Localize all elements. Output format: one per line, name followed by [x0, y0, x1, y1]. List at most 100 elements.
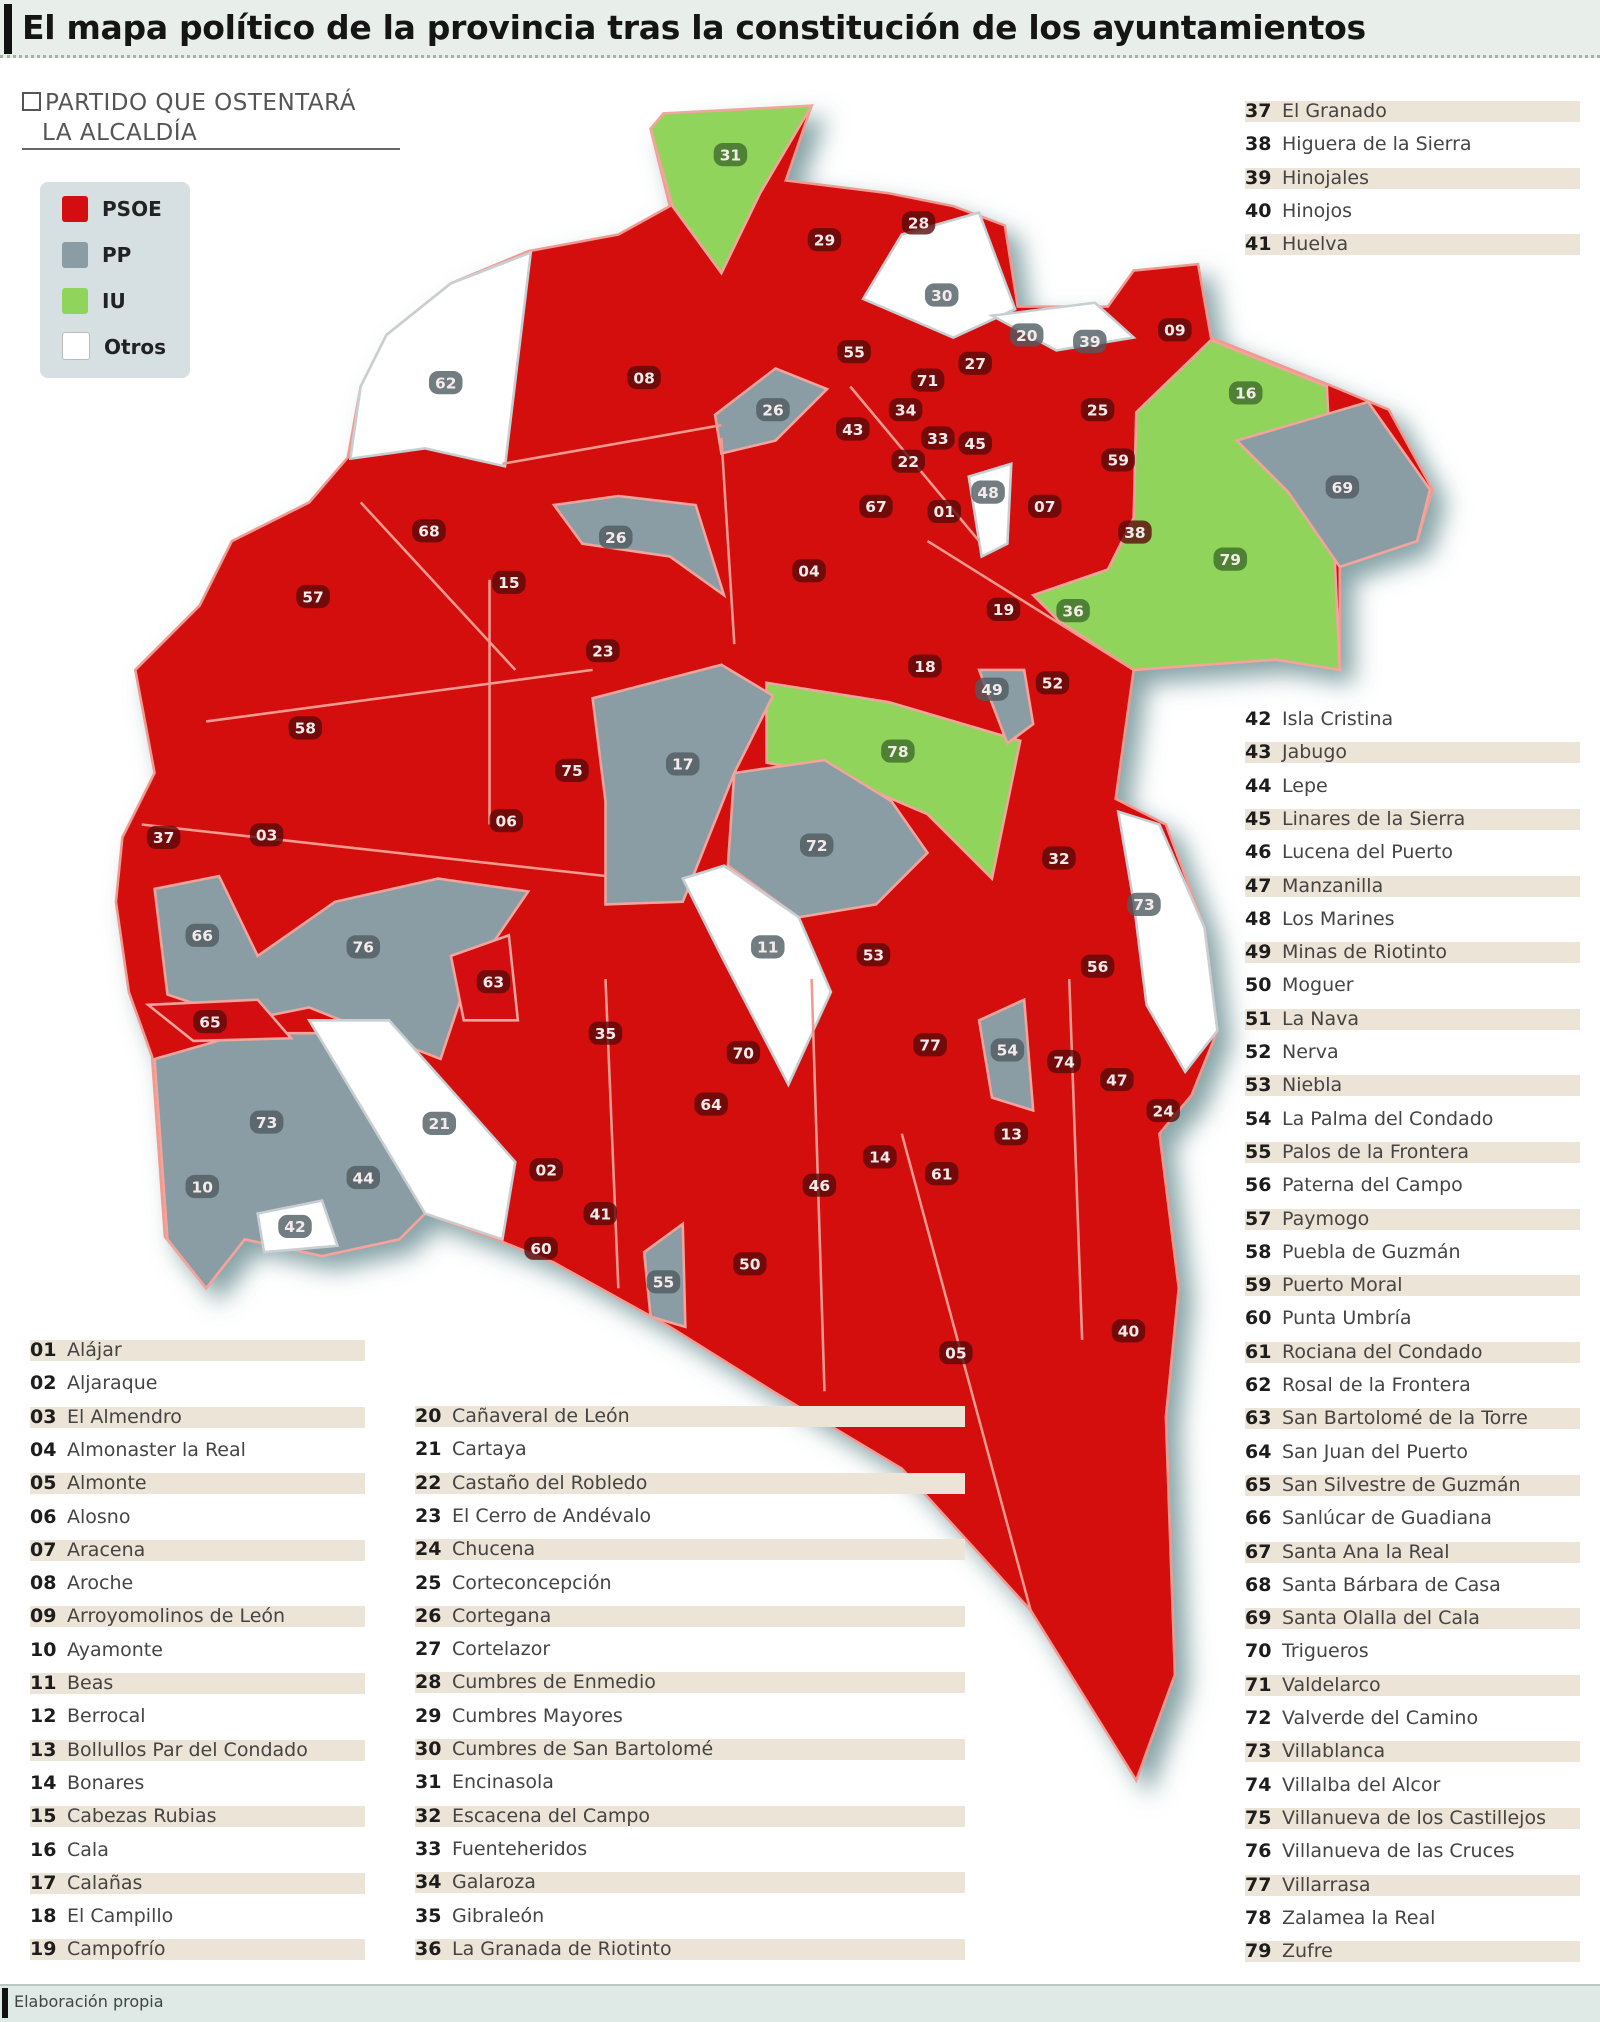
- municipality-number: 77: [919, 1037, 940, 1055]
- municipality-label: 72: [800, 833, 834, 857]
- municipality-label: 75: [555, 758, 589, 782]
- municipality-number: 75: [561, 762, 582, 780]
- municipality-list-item: 68 Santa Bárbara de Casa: [1245, 1570, 1501, 1600]
- municipality-label: 13: [994, 1122, 1029, 1146]
- municipality-name: Almonte: [67, 1472, 147, 1495]
- municipality-list-item: 40 Hinojos: [1245, 196, 1352, 226]
- row-stripe: [30, 1539, 365, 1561]
- municipality-code: 44: [1245, 774, 1272, 797]
- municipality-list-item: 67 Santa Ana la Real: [1245, 1537, 1580, 1567]
- municipality-code: 67: [1245, 1540, 1272, 1563]
- row-stripe: [1245, 1874, 1580, 1896]
- municipality-list-item: 21 Cartaya: [415, 1434, 527, 1464]
- municipality-code: 72: [1245, 1707, 1272, 1729]
- municipality-number: 15: [498, 574, 519, 592]
- municipality-name: Campofrío: [67, 1938, 166, 1961]
- municipality-area-pp: [551, 494, 727, 599]
- municipality-list-item: 47 Manzanilla: [1245, 871, 1580, 901]
- municipality-area-otros: [861, 211, 1017, 339]
- municipality-name: Cala: [67, 1838, 109, 1861]
- municipality-label: 41: [583, 1201, 618, 1226]
- municipality-code: 32: [415, 1804, 442, 1827]
- municipality-label: 66: [185, 923, 220, 947]
- municipality-list-item: 33 Fuenteheridos: [415, 1834, 587, 1864]
- municipality-number: 69: [1332, 479, 1353, 497]
- municipality-label: 23: [586, 638, 620, 663]
- municipality-number: 47: [1106, 1071, 1127, 1089]
- municipality-label: 04: [792, 559, 826, 583]
- municipality-label: 16: [1228, 381, 1263, 405]
- municipality-code: 79: [1245, 1940, 1272, 1963]
- municipality-number: 01: [934, 503, 955, 521]
- municipality-label: 52: [1035, 671, 1070, 695]
- municipality-code: 23: [415, 1504, 442, 1527]
- municipal-border: [141, 823, 606, 878]
- row-stripe: [30, 1806, 365, 1828]
- municipality-label: 31: [713, 143, 748, 167]
- row-stripe: [1245, 1474, 1580, 1496]
- row-stripe: [1245, 942, 1580, 964]
- row-stripe: [1245, 1341, 1580, 1363]
- municipality-label: 59: [1101, 448, 1135, 472]
- municipality-list-item: 73 Villablanca: [1245, 1736, 1580, 1766]
- municipality-number: 59: [1107, 452, 1128, 470]
- municipality-name: Puerto Moral: [1282, 1274, 1403, 1297]
- municipality-code: 15: [30, 1805, 57, 1828]
- municipality-list-item: 64 San Juan del Puerto: [1245, 1437, 1468, 1467]
- row-stripe: [1245, 167, 1580, 189]
- municipality-list-item: 45 Linares de la Sierra: [1245, 804, 1580, 834]
- municipality-name: Paterna del Campo: [1282, 1174, 1463, 1197]
- row-stripe: [1245, 234, 1580, 256]
- municipality-list-item: 28 Cumbres de Enmedio: [415, 1667, 965, 1697]
- party-legend: PSOE PP IU Otros: [40, 182, 190, 378]
- municipality-label: 02: [529, 1158, 563, 1182]
- municipality-code: 03: [30, 1405, 57, 1428]
- municipality-number: 55: [653, 1274, 674, 1292]
- municipality-number: 11: [757, 939, 778, 957]
- legend-item-pp: PP: [62, 240, 131, 270]
- municipality-list-item: 71 Valdelarco: [1245, 1670, 1580, 1700]
- municipality-code: 07: [30, 1538, 57, 1561]
- municipality-number: 06: [496, 812, 517, 830]
- municipality-code: 40: [1245, 199, 1272, 222]
- municipality-name: Valverde del Camino: [1282, 1707, 1479, 1729]
- municipality-label: 17: [666, 752, 700, 776]
- municipality-list-item: 32 Escacena del Campo: [415, 1801, 965, 1831]
- municipality-code: 61: [1245, 1340, 1272, 1363]
- municipality-code: 08: [30, 1572, 57, 1595]
- municipality-name: Aroche: [67, 1572, 134, 1595]
- municipality-number: 49: [981, 681, 1002, 699]
- municipality-list-item: 51 La Nava: [1245, 1004, 1580, 1034]
- municipality-list-item: 13 Bollullos Par del Condado: [30, 1735, 365, 1765]
- municipality-name: Villalba del Alcor: [1282, 1773, 1441, 1796]
- municipality-list-item: 49 Minas de Riotinto: [1245, 937, 1580, 967]
- municipality-number: 58: [295, 720, 316, 738]
- municipality-list-item: 62 Rosal de la Frontera: [1245, 1370, 1471, 1400]
- municipality-label: 60: [524, 1236, 558, 1260]
- municipality-name: Santa Olalla del Cala: [1282, 1607, 1480, 1630]
- municipality-list-item: 69 Santa Olalla del Cala: [1245, 1603, 1580, 1633]
- psoe-swatch: [62, 196, 88, 222]
- municipality-number: 41: [590, 1205, 611, 1223]
- row-stripe: [1245, 101, 1580, 122]
- municipality-name: Alosno: [67, 1505, 131, 1528]
- municipality-list-item: 39 Hinojales: [1245, 163, 1580, 193]
- municipality-list-item: 79 Zufre: [1245, 1936, 1580, 1966]
- municipality-code: 10: [30, 1638, 57, 1661]
- municipality-code: 31: [415, 1771, 442, 1794]
- municipality-list-item: 29 Cumbres Mayores: [415, 1701, 623, 1731]
- municipality-label: 29: [807, 228, 842, 252]
- municipality-name: Corteconcepción: [452, 1571, 612, 1594]
- municipality-label: 45: [958, 431, 992, 455]
- municipality-name: Castaño del Robledo: [452, 1471, 648, 1494]
- row-stripe: [1245, 1807, 1580, 1829]
- municipality-label: 11: [751, 935, 785, 959]
- municipality-number: 76: [353, 939, 374, 957]
- municipality-list-item: 38 Higuera de la Sierra: [1245, 129, 1472, 159]
- municipality-list-item: 42 Isla Cristina: [1245, 704, 1393, 734]
- municipality-list-item: 37 El Granado: [1245, 96, 1580, 126]
- municipality-list-item: 07 Aracena: [30, 1535, 365, 1565]
- municipality-code: 76: [1245, 1840, 1272, 1863]
- municipality-number: 46: [809, 1177, 830, 1195]
- municipality-list-item: 03 El Almendro: [30, 1402, 365, 1432]
